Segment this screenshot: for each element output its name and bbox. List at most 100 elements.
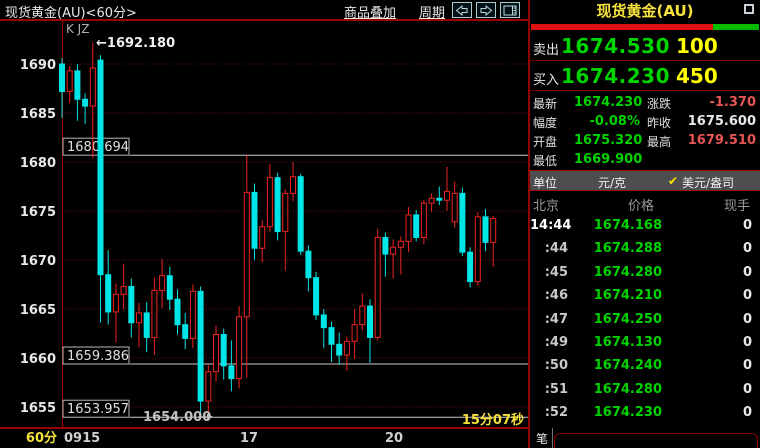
tick-price: 1674.210	[593, 288, 662, 304]
tick-row: :47 1674.250 0	[530, 308, 760, 331]
buy-size: 450	[676, 64, 718, 88]
overlay-link[interactable]: 商品叠加	[344, 6, 397, 21]
tick-row: :44 1674.288 0	[530, 237, 760, 260]
prev-arrow-icon[interactable]	[452, 2, 472, 18]
check-icon: ✔	[668, 174, 679, 188]
candles	[59, 42, 497, 418]
sell-strength-segment	[531, 24, 714, 30]
tick-price: 1674.168	[593, 218, 662, 233]
tick-time: 14:44	[530, 218, 572, 233]
stats-grid: 最新 1674.230 涨跌 -1.370 幅度 -0.08% 昨收 1675.600 开盘 16…	[530, 93, 760, 169]
svg-text:1654.000: 1654.000	[143, 410, 211, 425]
tick-row: :46 1674.210 0	[530, 284, 760, 307]
tick-row: :45 1674.280 0	[530, 261, 760, 284]
svg-text:1659.386: 1659.386	[67, 349, 129, 364]
svg-text:15分07秒: 15分07秒	[462, 412, 524, 428]
unit-row: 单位 元/克 ✔ 美元/盎司	[530, 170, 760, 191]
svg-text:K JZ: K JZ	[66, 22, 89, 36]
svg-text:1655: 1655	[20, 401, 56, 416]
tick-volume: 0	[742, 288, 752, 304]
chart-pane: 现货黄金(AU)<60分> 商品叠加 周期 1690 1685 1680 1675 16…	[0, 0, 530, 448]
stats-row: 幅度 -0.08% 昨收 1675.600	[530, 112, 760, 131]
stat-label: 昨收	[647, 116, 672, 130]
svg-text:←1692.180: ←1692.180	[96, 36, 175, 51]
stat-value: 1674.230	[574, 95, 643, 110]
restore-window-icon[interactable]	[744, 4, 754, 14]
tick-price: 1674.240	[593, 358, 662, 374]
sell-size: 100	[676, 34, 718, 58]
tick-volume: 0	[742, 405, 752, 421]
unit-label: 单位	[533, 176, 558, 190]
stat-label: 涨跌	[647, 97, 672, 111]
stats-row: 最低 1669.900	[530, 150, 760, 169]
tick-row: :49 1674.130 0	[530, 331, 760, 354]
buy-strength-segment	[713, 24, 759, 30]
tick-row: :52 1674.230 0	[530, 401, 760, 424]
stat-label: 幅度	[533, 116, 558, 130]
period-link[interactable]: 周期	[419, 6, 446, 21]
tick-time: :45	[544, 264, 568, 280]
svg-text:1665: 1665	[20, 303, 56, 318]
tick-volume: 0	[742, 218, 752, 233]
chart-title: 现货黄金(AU)<60分>	[5, 6, 137, 21]
tick-time: :49	[544, 334, 568, 350]
buy-label: 买入	[533, 73, 560, 88]
header-divider	[0, 19, 530, 21]
x-axis-labels: 60分 0915 17 20	[26, 430, 403, 446]
col-volume: 现手	[723, 199, 750, 214]
unit-option-cny[interactable]: 元/克	[598, 176, 627, 190]
tick-time: :50	[544, 358, 568, 374]
svg-text:0915: 0915	[64, 431, 100, 446]
sell-price: 1674.530	[561, 34, 671, 58]
chart-toolbar	[452, 2, 520, 18]
stat-value: 1679.510	[687, 133, 756, 148]
tick-volume: 0	[742, 264, 752, 280]
stats-row: 开盘 1675.320 最高 1679.510	[530, 131, 760, 150]
stat-value: 1669.900	[574, 152, 643, 167]
stats-row: 最新 1674.230 涨跌 -1.370	[530, 93, 760, 112]
svg-text:17: 17	[240, 431, 258, 446]
tick-time: :46	[544, 288, 568, 304]
tick-volume: 0	[742, 241, 752, 257]
tick-price: 1674.280	[593, 381, 662, 397]
tick-time: :51	[544, 381, 568, 397]
tick-row: :51 1674.280 0	[530, 378, 760, 401]
tab-separator	[552, 428, 553, 448]
buy-price: 1674.230	[561, 64, 671, 88]
tick-time: :44	[544, 241, 568, 257]
unit-option-usd[interactable]: 美元/盎司	[682, 176, 735, 190]
tab-tick[interactable]: 笔	[536, 432, 549, 446]
split-window-icon[interactable]	[500, 2, 520, 18]
tick-price: 1674.280	[593, 264, 662, 280]
stat-value: -1.370	[709, 95, 756, 110]
quote-title: 现货黄金(AU)	[596, 2, 694, 20]
chart-header: 现货黄金(AU)<60分> 商品叠加 周期	[0, 0, 530, 21]
tick-price: 1674.288	[593, 241, 662, 257]
annotations: K JZ ←1692.180 1654.000 15分07秒	[66, 22, 524, 428]
svg-text:20: 20	[385, 431, 403, 446]
tick-price: 1674.250	[593, 311, 662, 327]
tick-price: 1674.230	[593, 405, 662, 421]
tick-volume: 0	[742, 334, 752, 350]
svg-text:60分: 60分	[26, 430, 57, 446]
col-time: 北京	[533, 199, 560, 214]
tick-row: :50 1674.240 0	[530, 354, 760, 377]
tick-volume: 0	[742, 311, 752, 327]
svg-text:1690: 1690	[20, 58, 56, 73]
sell-quote-row: 卖出 1674.530 100	[530, 31, 760, 61]
tick-volume: 0	[742, 381, 752, 397]
buy-quote-row: 买入 1674.230 450	[530, 61, 760, 91]
sell-label: 卖出	[533, 43, 560, 58]
candlestick-chart[interactable]: 169016851680167516701665166016551680.694…	[0, 20, 530, 448]
svg-text:1670: 1670	[20, 254, 56, 269]
buy-sell-strength-bar	[531, 24, 759, 30]
tick-price: 1674.130	[593, 334, 662, 350]
tick-table-header: 北京 价格 现手	[530, 193, 760, 214]
stat-label: 最低	[533, 154, 558, 168]
tick-time: :47	[544, 311, 568, 327]
stat-label: 开盘	[533, 135, 558, 149]
next-arrow-icon[interactable]	[476, 2, 496, 18]
svg-text:1685: 1685	[20, 107, 56, 122]
svg-text:1653.957: 1653.957	[67, 402, 129, 417]
